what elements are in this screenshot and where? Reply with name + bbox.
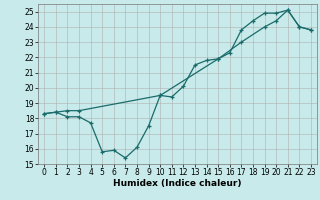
X-axis label: Humidex (Indice chaleur): Humidex (Indice chaleur) (113, 179, 242, 188)
